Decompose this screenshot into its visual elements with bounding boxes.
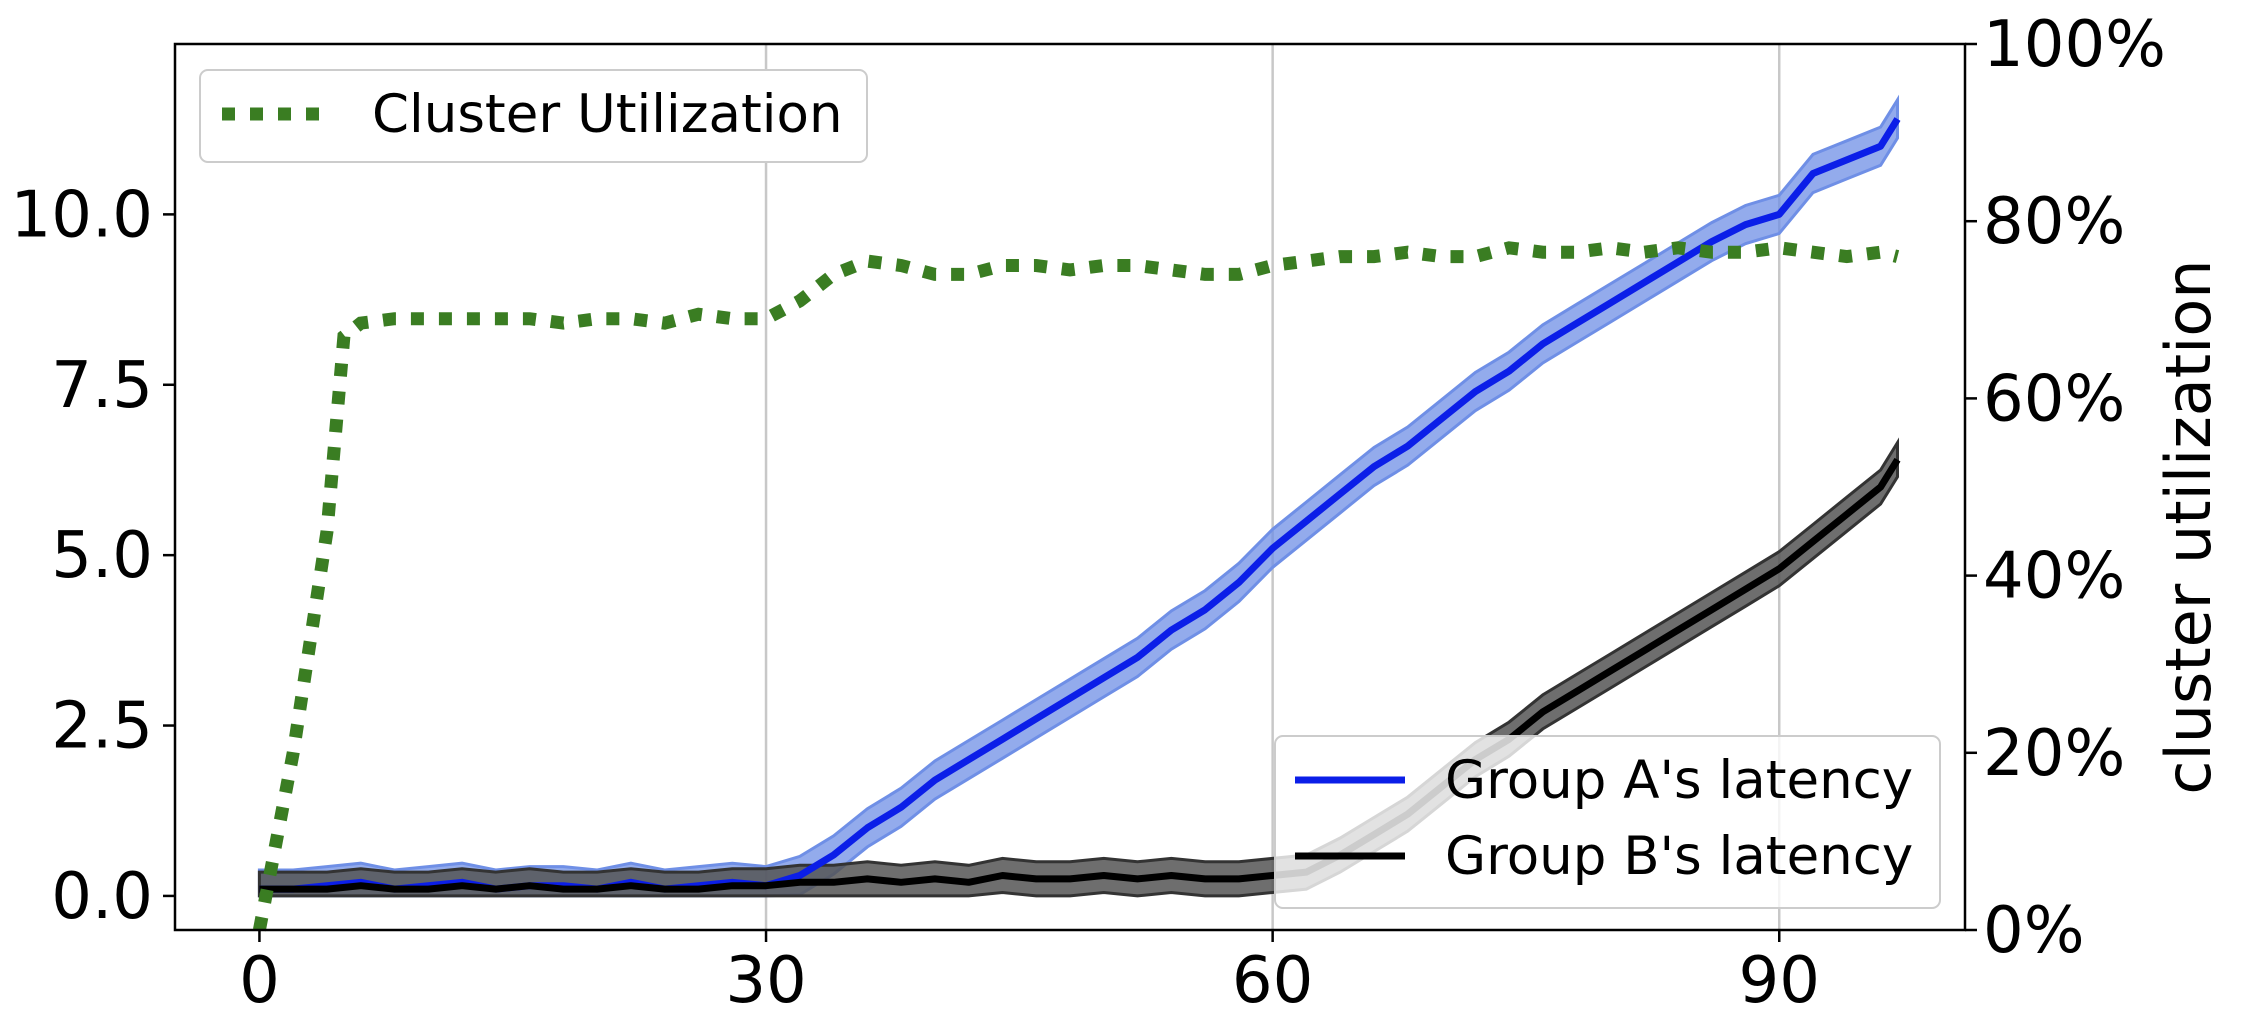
axis-ticks <box>163 42 1977 942</box>
left-y-tick-label: 7.5 <box>51 349 153 423</box>
line-cluster-utilization <box>253 241 1900 932</box>
legend-box <box>1274 735 1941 909</box>
x-tick-label: 60 <box>1232 944 1313 1018</box>
right-y-tick-label: 0% <box>1983 894 2085 968</box>
x-tick-labels: 0 30 60 90 <box>239 944 1820 1018</box>
legend-label-group-a: Group A's latency <box>1445 750 1913 811</box>
legend-label-group-b: Group B's latency <box>1445 826 1913 887</box>
legend-box <box>199 69 868 163</box>
right-y-tick-labels: 0% 20% 40% 60% 80% 100% <box>1983 8 2166 968</box>
legend-bottom-right: Group A's latency Group B's latency <box>1274 735 1941 909</box>
legend-top-left: Cluster Utilization <box>199 69 868 163</box>
left-y-tick-label: 5.0 <box>51 519 153 593</box>
right-y-tick-label: 60% <box>1983 362 2125 436</box>
left-y-tick-label: 2.5 <box>51 690 153 764</box>
x-tick-label: 0 <box>239 944 280 1018</box>
left-y-tick-labels: 0.0 2.5 5.0 7.5 10.0 <box>11 178 154 934</box>
plot-frame <box>173 42 1967 932</box>
left-y-tick-label: 10.0 <box>11 178 154 252</box>
series-lines <box>253 117 1901 932</box>
x-tick-label: 30 <box>725 944 806 1018</box>
right-y-tick-label: 20% <box>1983 717 2125 791</box>
right-y-tick-label: 40% <box>1983 540 2125 614</box>
x-tick-label: 90 <box>1739 944 1820 1018</box>
legend-label-cluster-utilization: Cluster Utilization <box>372 84 843 145</box>
right-y-axis-title: cluster utilization <box>2152 259 2225 794</box>
right-y-tick-label: 100% <box>1983 8 2166 82</box>
left-y-tick-label: 0.0 <box>51 860 153 934</box>
line-group-b <box>259 457 1901 893</box>
right-y-tick-label: 80% <box>1983 185 2125 259</box>
